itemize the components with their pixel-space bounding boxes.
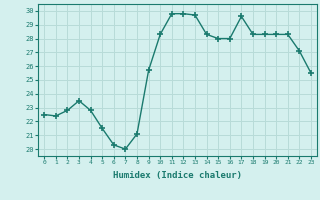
X-axis label: Humidex (Indice chaleur): Humidex (Indice chaleur): [113, 171, 242, 180]
